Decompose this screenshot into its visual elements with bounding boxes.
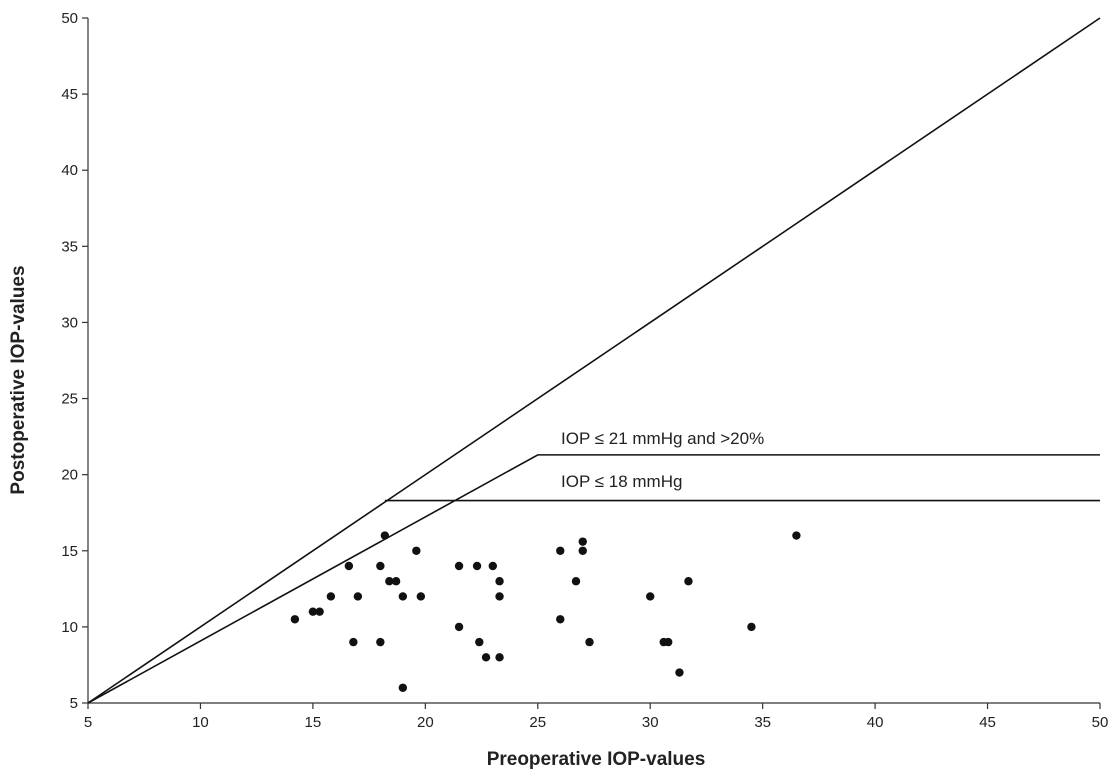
- x-tick-label: 10: [192, 714, 209, 731]
- y-tick-label: 25: [61, 391, 78, 408]
- annotation-iop-18: IOP ≤ 18 mmHg: [561, 472, 682, 491]
- data-point: [416, 592, 426, 601]
- data-point: [495, 653, 504, 662]
- data-point: [664, 637, 673, 647]
- x-tick-label: 30: [642, 714, 659, 731]
- data-point: [792, 531, 801, 540]
- y-tick-label: 50: [61, 10, 78, 27]
- data-point: [675, 668, 684, 677]
- annotations: IOP ≤ 21 mmHg and >20% IOP ≤ 18 mmHg: [561, 429, 764, 491]
- y-tick-label: 40: [61, 162, 78, 179]
- data-point: [475, 637, 484, 647]
- data-point: [495, 577, 504, 586]
- data-point: [385, 577, 394, 586]
- data-point: [646, 592, 655, 601]
- data-point: [556, 615, 565, 624]
- reference-line-identity: [87, 17, 1101, 704]
- data-point: [481, 653, 491, 662]
- y-tick-label: 45: [61, 86, 78, 103]
- x-tick-label: 50: [1092, 714, 1109, 731]
- data-point: [571, 577, 581, 586]
- y-tick-label: 5: [70, 695, 78, 712]
- x-tick-label: 40: [867, 714, 884, 731]
- x-axis-ticks: 5 10 15 20 25 30 35 40 45 50: [84, 703, 1109, 731]
- data-points: [290, 531, 801, 692]
- data-point: [290, 615, 300, 624]
- x-tick-label: 5: [84, 714, 92, 731]
- data-point: [412, 546, 421, 555]
- y-tick-label: 10: [61, 619, 78, 636]
- y-axis-ticks: 5 10 15 20 25 30 35 40 45 50: [61, 10, 88, 712]
- data-point: [488, 561, 497, 571]
- reference-line-criterion-21-20pct: [87, 454, 1100, 704]
- x-axis-title: Preoperative IOP-values: [487, 749, 706, 770]
- x-tick-label: 15: [305, 714, 322, 731]
- x-tick-label: 20: [417, 714, 434, 731]
- data-point: [472, 561, 482, 571]
- data-point: [344, 561, 354, 571]
- y-tick-label: 20: [61, 467, 78, 484]
- data-point: [684, 577, 693, 586]
- y-tick-label: 15: [61, 543, 78, 560]
- data-point: [556, 546, 565, 555]
- data-point: [578, 537, 587, 546]
- data-point: [578, 546, 587, 555]
- data-point: [349, 637, 358, 647]
- x-tick-label: 35: [754, 714, 771, 731]
- data-point: [454, 561, 464, 571]
- data-point: [454, 622, 464, 632]
- data-point: [380, 531, 390, 540]
- x-tick-label: 45: [979, 714, 996, 731]
- y-tick-label: 30: [61, 314, 78, 331]
- data-point: [308, 607, 318, 616]
- data-point: [495, 592, 504, 601]
- data-point: [315, 607, 324, 616]
- data-point: [585, 637, 594, 647]
- data-point: [376, 637, 385, 647]
- data-point: [376, 561, 385, 571]
- data-point: [326, 592, 336, 601]
- annotation-iop-21-20pct: IOP ≤ 21 mmHg and >20%: [561, 429, 764, 448]
- y-tick-label: 35: [61, 238, 78, 255]
- y-axis-title: Postoperative IOP-values: [8, 265, 29, 494]
- x-tick-label: 25: [529, 714, 546, 731]
- data-point: [747, 622, 756, 632]
- data-point: [398, 592, 408, 601]
- reference-lines: [87, 17, 1101, 704]
- data-point: [398, 683, 408, 692]
- data-point: [353, 592, 363, 601]
- axes: 5 10 15 20 25 30 35 40 45 50 5 10 15 20 25 30 35 40 45 50: [61, 10, 1108, 731]
- data-point: [391, 577, 401, 586]
